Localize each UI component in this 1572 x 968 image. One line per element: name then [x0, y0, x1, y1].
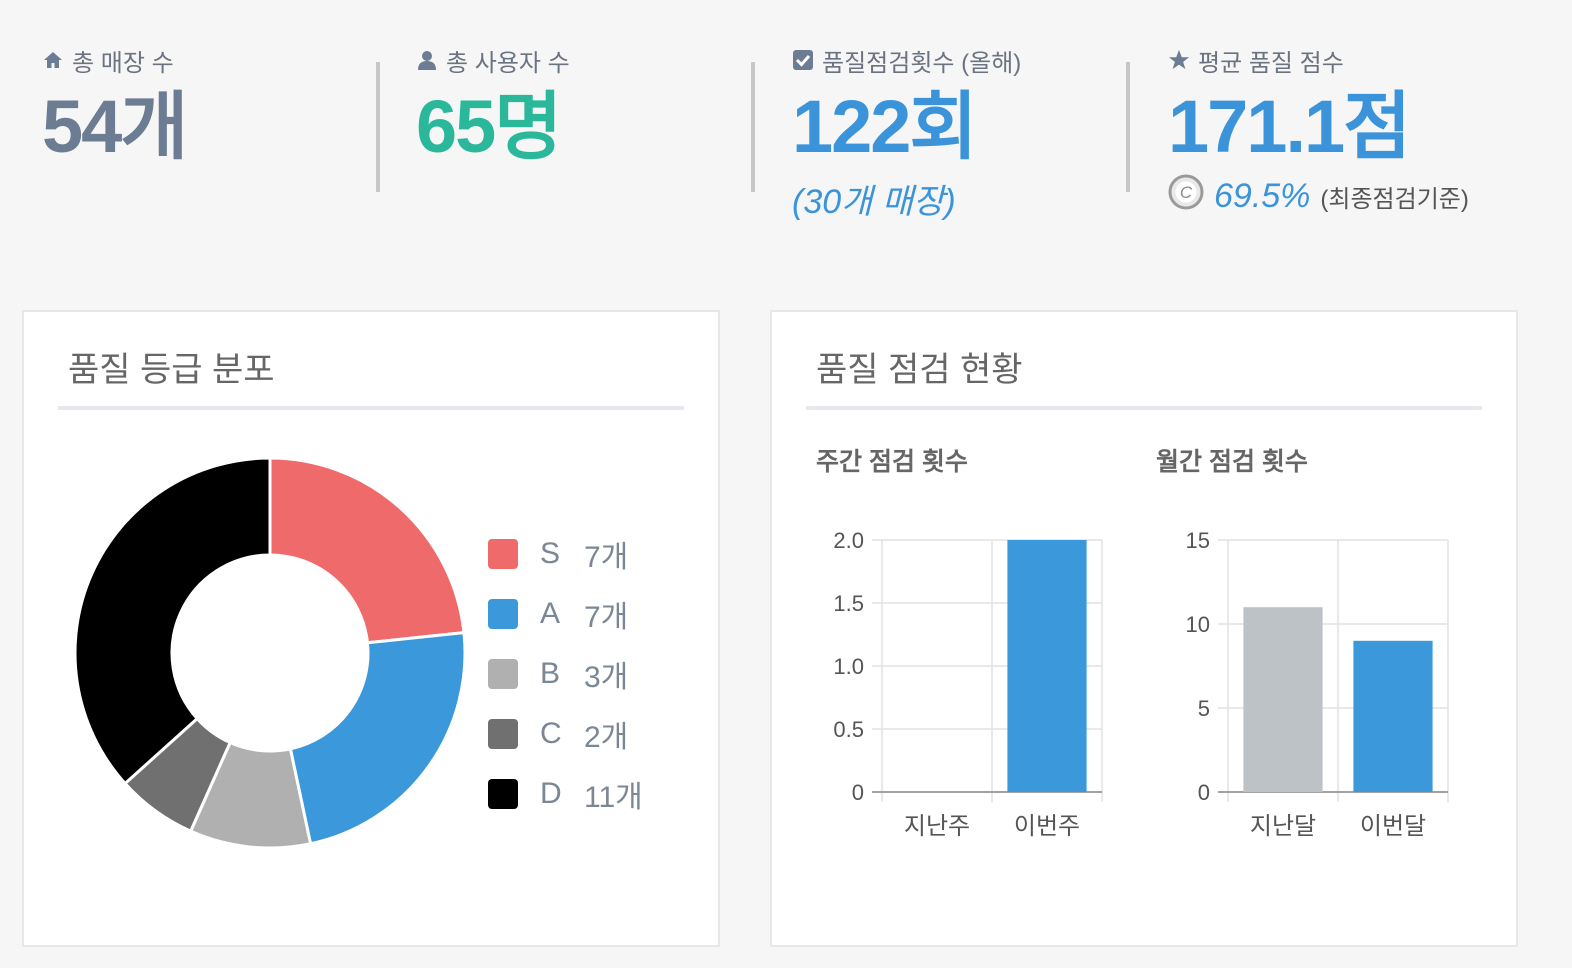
- y-tick-label: 15: [1186, 528, 1210, 553]
- inspection-status-card: 품질 점검 현황 주간 점검 횟수 월간 점검 횟수 0 0.5 1.0 1.5 2.0…: [770, 310, 1518, 947]
- legend-grade-label: A: [540, 597, 561, 630]
- legend-grade-label: S: [540, 537, 561, 570]
- divider: [1126, 62, 1130, 192]
- stat-avg-score: 평균 품질 점수 171.1점 C 69.5% (최종점검기준): [1168, 44, 1469, 224]
- bar: [1243, 607, 1323, 792]
- y-tick-label: 0.5: [833, 717, 864, 742]
- y-tick-label: 1.0: [833, 654, 864, 679]
- donut-slice-d: [73, 458, 272, 786]
- star-icon: [1168, 49, 1190, 71]
- stat-inspections: 품질점검횟수 (올해) 122회 (30개 매장): [792, 44, 1021, 224]
- donut-slice-a: [288, 630, 467, 846]
- monthly-bar-chart: 0 5 10 15 지난달 이번달: [1186, 528, 1449, 840]
- legend-grade-label: C: [540, 717, 562, 750]
- stat-value: 65명: [416, 85, 562, 168]
- divider: [751, 62, 755, 192]
- y-tick-label: 10: [1186, 612, 1210, 637]
- y-tick-label: 5: [1198, 696, 1210, 721]
- y-tick-label: 1.5: [833, 591, 864, 616]
- legend-swatch: [488, 779, 518, 809]
- legend-count: 7개: [584, 541, 629, 574]
- stat-label: 품질점검횟수 (올해): [822, 49, 1022, 77]
- stat-sub-value: 69.5%: [1214, 177, 1311, 215]
- divider: [376, 62, 380, 192]
- weekly-bar-chart: 0 0.5 1.0 1.5 2.0 지난주 이번주: [833, 528, 1103, 840]
- legend-swatch: [488, 659, 518, 689]
- x-tick-label: 지난달: [1250, 813, 1316, 840]
- y-tick-label: 0: [852, 780, 864, 805]
- checkbox-icon: [792, 49, 814, 71]
- legend-count: 7개: [584, 601, 629, 634]
- legend-count: 11개: [584, 781, 643, 814]
- x-tick-label: 지난주: [904, 813, 970, 840]
- legend-grade-label: B: [540, 657, 561, 690]
- legend-swatch: [488, 719, 518, 749]
- svg-text:C: C: [1180, 183, 1193, 202]
- x-tick-label: 이번달: [1360, 813, 1426, 840]
- copyright-icon: C: [1168, 174, 1204, 219]
- weekly-chart-title: 주간 점검 횟수: [816, 448, 968, 476]
- y-tick-label: 2.0: [833, 528, 864, 553]
- legend-count: 2개: [584, 721, 629, 754]
- stat-value: 171.1점: [1168, 85, 1411, 168]
- legend-swatch: [488, 599, 518, 629]
- stat-label: 총 사용자 수: [446, 49, 570, 77]
- stat-value: 54개: [42, 85, 188, 168]
- chart-legend: S 7개 A 7개 B 3개 C 2개 D 11개: [488, 524, 643, 824]
- stat-sub-note: (최종점검기준): [1320, 186, 1469, 213]
- stat-label: 평균 품질 점수: [1198, 49, 1344, 77]
- user-icon: [416, 49, 438, 71]
- legend-swatch: [488, 539, 518, 569]
- legend-grade-label: D: [540, 777, 562, 810]
- legend-item: B 3개: [488, 644, 643, 704]
- monthly-chart-title: 월간 점검 횟수: [1156, 448, 1308, 476]
- grade-distribution-card: 품질 등급 분포 S 7개 A 7개 B 3개 C 2개 D 11개: [22, 310, 720, 947]
- bar: [1007, 540, 1087, 792]
- home-icon: [42, 49, 64, 71]
- legend-item: S 7개: [488, 524, 643, 584]
- stat-total-users: 총 사용자 수 65명: [416, 44, 570, 224]
- card-title: 품질 등급 분포: [68, 351, 275, 389]
- legend-item: D 11개: [488, 764, 643, 824]
- y-tick-label: 0: [1198, 780, 1210, 805]
- donut-slice-s: [268, 458, 466, 645]
- stat-sub: (30개 매장): [792, 183, 956, 221]
- stat-label: 총 매장 수: [72, 49, 174, 77]
- card-divider: [58, 406, 684, 410]
- stat-total-stores: 총 매장 수 54개: [42, 44, 188, 224]
- card-title: 품질 점검 현황: [816, 351, 1023, 389]
- bar: [1353, 640, 1433, 792]
- legend-item: C 2개: [488, 704, 643, 764]
- donut-chart: [73, 458, 467, 850]
- legend-item: A 7개: [488, 584, 643, 644]
- x-tick-label: 이번주: [1014, 813, 1080, 840]
- stat-value: 122회: [792, 85, 978, 168]
- card-divider: [806, 406, 1482, 410]
- legend-count: 3개: [584, 661, 629, 694]
